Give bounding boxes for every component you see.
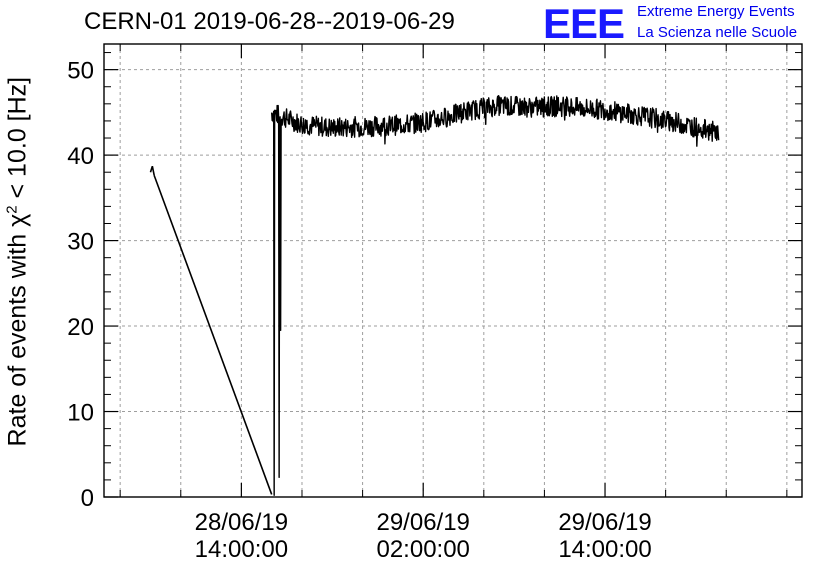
tick-labels: 0102030405028/06/1914:00:0029/06/1902:00… <box>67 58 651 563</box>
series-line-segment <box>153 175 273 495</box>
plot-frame <box>103 43 803 498</box>
x-tick-label-date: 28/06/19 <box>195 509 288 536</box>
x-tick-label-time: 14:00:00 <box>195 536 288 563</box>
series-group <box>149 95 720 496</box>
eee-logo: EEE <box>543 0 625 47</box>
x-tick-label-date: 29/06/19 <box>376 509 469 536</box>
y-tick-label: 40 <box>67 143 94 170</box>
x-tick-label-date: 29/06/19 <box>558 509 651 536</box>
series-line-segment <box>149 165 156 176</box>
x-tick-label-time: 14:00:00 <box>558 536 651 563</box>
grid-lines <box>104 44 802 497</box>
y-tick-label: 0 <box>81 485 94 512</box>
y-tick-label: 30 <box>67 229 94 256</box>
axis-ticks <box>104 44 802 498</box>
x-tick-label-time: 02:00:00 <box>376 536 469 563</box>
logo-subtitle-line-2: La Scienza nelle Scuole <box>637 24 798 41</box>
series-line-main <box>270 95 720 496</box>
logo-subtitle-line-1: Extreme Energy Events <box>637 3 795 20</box>
y-tick-label: 20 <box>67 314 94 341</box>
y-tick-label: 50 <box>67 58 94 85</box>
y-tick-label: 10 <box>67 400 94 427</box>
chart-title: CERN-01 2019-06-28--2019-06-29 <box>84 8 455 35</box>
